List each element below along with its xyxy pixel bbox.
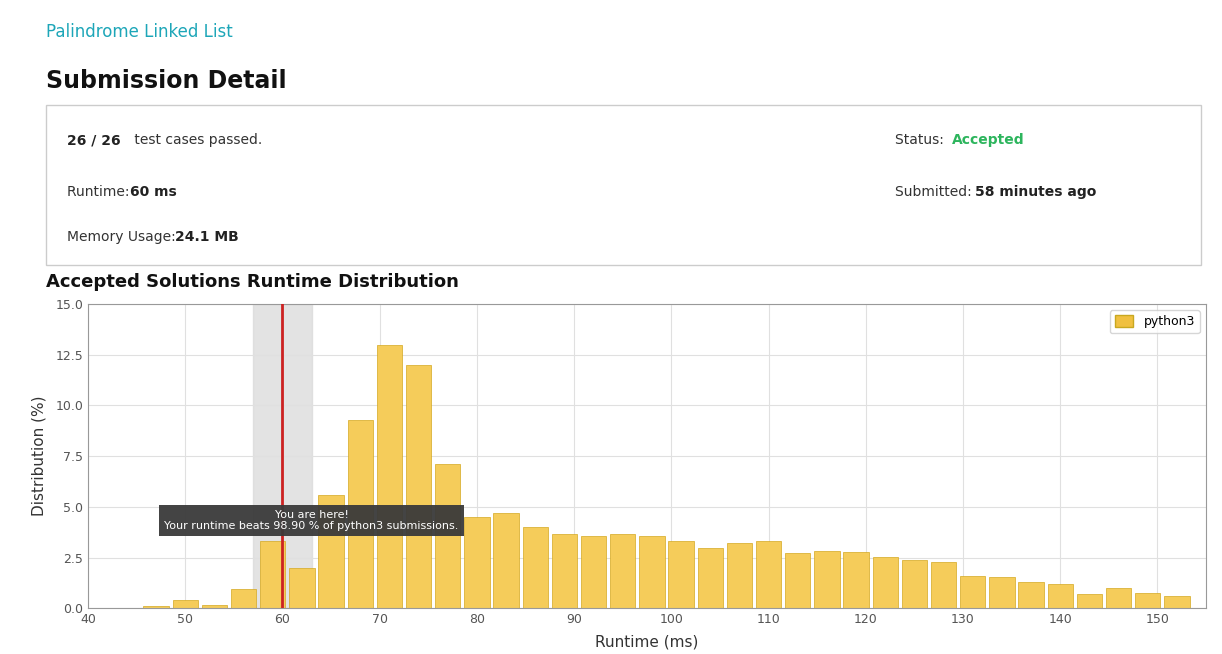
Bar — [990, 577, 1014, 608]
Y-axis label: Distribution (%): Distribution (%) — [32, 396, 46, 517]
Text: Palindrome Linked List: Palindrome Linked List — [46, 23, 233, 41]
Bar — [1077, 594, 1102, 608]
Text: test cases passed.: test cases passed. — [130, 133, 262, 148]
Text: 58 minutes ago: 58 minutes ago — [975, 184, 1096, 199]
Bar — [260, 542, 286, 608]
Bar — [494, 513, 518, 608]
Bar — [843, 553, 869, 608]
Text: Submission Detail: Submission Detail — [46, 69, 287, 93]
Bar — [580, 536, 606, 608]
Bar — [639, 536, 665, 608]
Bar — [698, 549, 723, 608]
Bar — [668, 542, 694, 608]
Bar — [290, 568, 314, 608]
Bar — [172, 600, 198, 608]
Bar — [873, 557, 898, 608]
Bar — [756, 542, 781, 608]
Bar — [1165, 596, 1189, 608]
Bar — [552, 534, 577, 608]
Bar — [347, 420, 373, 608]
Bar — [1135, 593, 1161, 608]
Bar — [931, 562, 957, 608]
Text: Memory Usage:: Memory Usage: — [67, 230, 181, 244]
Bar — [406, 365, 431, 608]
Bar — [231, 589, 257, 608]
Bar — [523, 527, 547, 608]
Bar — [960, 576, 985, 608]
Bar — [464, 517, 490, 608]
Bar — [902, 560, 927, 608]
Bar — [143, 606, 169, 608]
X-axis label: Runtime (ms): Runtime (ms) — [595, 634, 699, 649]
Text: Submitted:: Submitted: — [896, 184, 976, 199]
Bar — [610, 534, 635, 608]
Bar — [435, 464, 461, 608]
Bar — [1018, 582, 1044, 608]
Text: Accepted: Accepted — [952, 133, 1024, 148]
Bar — [1047, 584, 1073, 608]
FancyBboxPatch shape — [46, 105, 1201, 265]
Bar — [253, 304, 312, 608]
Bar — [1106, 588, 1132, 608]
Bar — [319, 494, 343, 608]
Text: 26 / 26: 26 / 26 — [67, 133, 121, 148]
Text: Status:: Status: — [896, 133, 948, 148]
Text: 60 ms: 60 ms — [130, 184, 176, 199]
Legend: python3: python3 — [1110, 311, 1200, 334]
Text: You are here!
Your runtime beats 98.90 % of python3 submissions.: You are here! Your runtime beats 98.90 %… — [165, 510, 458, 532]
Bar — [727, 543, 752, 608]
Bar — [376, 345, 402, 608]
Bar — [814, 551, 840, 608]
Text: 24.1 MB: 24.1 MB — [175, 230, 238, 244]
Bar — [202, 604, 227, 608]
Bar — [785, 553, 810, 608]
Text: Accepted Solutions Runtime Distribution: Accepted Solutions Runtime Distribution — [46, 273, 459, 292]
Text: Runtime:: Runtime: — [67, 184, 134, 199]
